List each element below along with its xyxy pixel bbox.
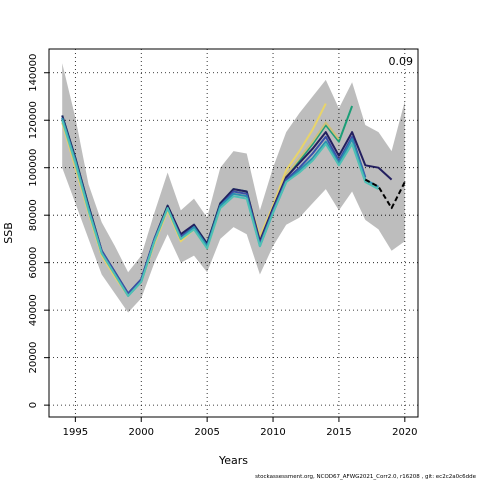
x-tick-label: 2020	[392, 427, 417, 438]
series-line-8	[364, 178, 406, 210]
y-axis: 0 20000 40000 60000 80000 100000 120000 140000	[28, 54, 49, 408]
y-tick-label: 60000	[28, 247, 39, 279]
plot-frame	[48, 48, 419, 418]
y-tick-label: 120000	[28, 101, 39, 139]
x-tick-label: 2000	[129, 427, 154, 438]
x-axis-title: Years	[218, 454, 248, 467]
confidence-band-layer	[62, 63, 405, 313]
y-tick-label: 80000	[28, 199, 39, 231]
series-layer	[61, 103, 406, 297]
y-tick-label: 100000	[28, 149, 39, 187]
y-axis-title: SSB	[2, 222, 15, 244]
x-tick-label: 1995	[63, 427, 88, 438]
y-tick-label: 140000	[28, 54, 39, 92]
series-line-7	[61, 119, 379, 297]
x-tick-label: 2005	[194, 427, 219, 438]
y-tick-label: 0	[28, 402, 39, 408]
x-tick-label: 2015	[326, 427, 351, 438]
annotation-label: 0.09	[389, 55, 414, 68]
y-tick-label: 40000	[28, 294, 39, 326]
y-tick-label: 20000	[28, 342, 39, 374]
grid-layer	[49, 49, 418, 417]
confidence-band	[62, 63, 405, 313]
x-axis: 1995 2000 2005 2010 2015 2020	[63, 417, 418, 438]
x-tick-label: 2010	[260, 427, 285, 438]
footer-credit: stockassessment.org, NCOD67_AFWG2021_Cor…	[255, 474, 476, 480]
